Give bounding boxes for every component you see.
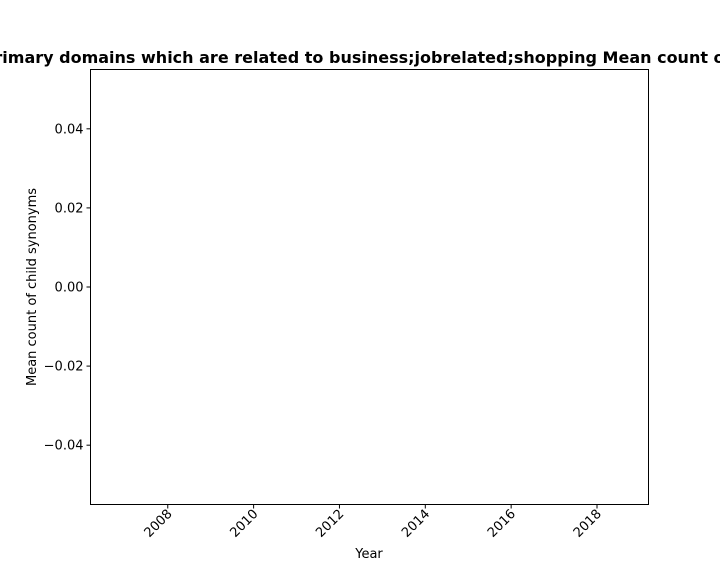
x-tick-label: 2012 bbox=[313, 507, 347, 541]
x-tick-label: 2014 bbox=[399, 507, 433, 541]
x-axis-label: Year bbox=[354, 547, 383, 562]
y-tick-label: 0.02 bbox=[55, 201, 84, 216]
y-axis-ticks: 0.04 0.02 0.00 −0.02 −0.04 bbox=[44, 122, 91, 454]
x-axis-ticks: 2008 2010 2012 2014 2016 2018 bbox=[142, 504, 605, 541]
x-tick-label: 2016 bbox=[485, 507, 519, 541]
y-tick-label: −0.04 bbox=[44, 439, 84, 454]
y-tick-label: 0.04 bbox=[55, 122, 84, 137]
x-tick-label: 2018 bbox=[571, 507, 605, 541]
plot-area bbox=[90, 69, 649, 505]
y-axis-label: Mean count of child synonyms bbox=[25, 188, 40, 386]
chart-title: Mean count of child synonyms in primary … bbox=[0, 48, 720, 67]
y-tick-label: 0.00 bbox=[55, 281, 84, 296]
x-tick-label: 2010 bbox=[227, 507, 261, 541]
y-tick-label: −0.02 bbox=[44, 360, 84, 375]
x-tick-label: 2008 bbox=[142, 507, 176, 541]
